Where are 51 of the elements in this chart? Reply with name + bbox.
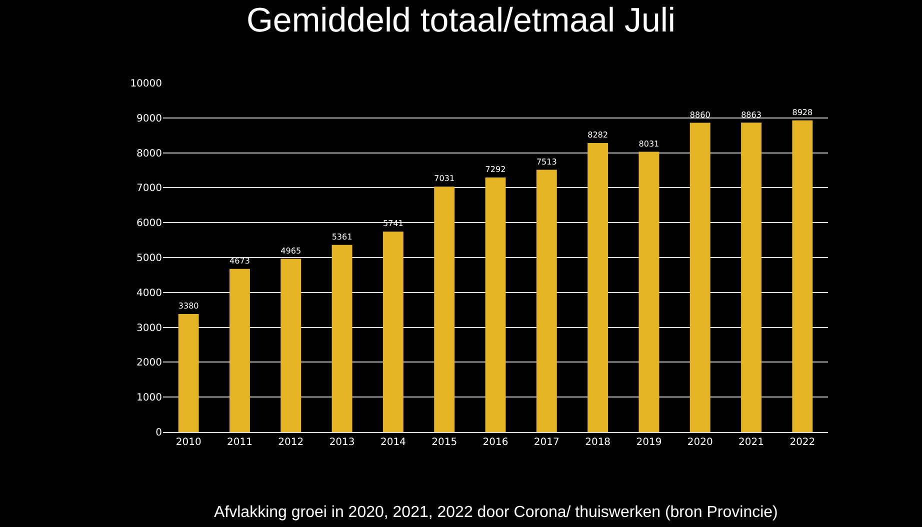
data-label: 5361 (332, 232, 352, 242)
x-tick-label: 2011 (227, 437, 252, 448)
x-tick-label: 2010 (176, 437, 202, 448)
data-label: 8928 (792, 108, 813, 117)
data-label: 8863 (741, 110, 762, 120)
data-label: 4965 (280, 246, 302, 256)
bar (178, 314, 199, 432)
y-tick-label: 10000 (130, 78, 162, 90)
x-tick-label: 2012 (278, 437, 304, 448)
data-label: 7292 (485, 165, 506, 174)
bar (332, 244, 352, 432)
y-tick-label: 6000 (136, 218, 162, 230)
x-tick-label: 2016 (482, 437, 508, 448)
data-label: 4673 (230, 256, 250, 266)
x-tick-label: 2018 (585, 437, 611, 448)
x-tick-label: 2015 (432, 437, 458, 448)
y-tick-label: 3000 (136, 322, 162, 334)
y-tick-label: 8000 (136, 148, 162, 160)
bar (741, 122, 762, 432)
data-label: 7513 (536, 157, 557, 166)
bar (280, 258, 302, 432)
chart-title: Gemiddeld totaal/etmaal Juli (246, 2, 676, 40)
y-tick-label: 2000 (136, 358, 162, 369)
y-tick-label: 0 (156, 428, 162, 438)
data-label: 8860 (690, 110, 710, 120)
x-tick-label: 2017 (534, 437, 560, 448)
y-tick-label: 4000 (136, 288, 162, 299)
x-tick-label: 2022 (790, 437, 816, 448)
y-tick-label: 7000 (136, 183, 162, 194)
data-label: 7031 (434, 174, 455, 184)
data-label: 8282 (588, 130, 608, 140)
bar (485, 178, 506, 432)
y-tick-label: 9000 (136, 113, 162, 124)
x-tick-label: 2014 (380, 437, 406, 448)
bar (536, 170, 557, 432)
bar (638, 152, 660, 432)
data-label: 8031 (638, 139, 660, 148)
text: Afvlakking groei in 2020, 2021, 2022 door Corona/ thuiswerken (bron Provincie) (214, 504, 778, 521)
bar (230, 268, 250, 432)
x-tick-label: 2021 (738, 437, 764, 448)
bar (434, 186, 455, 432)
bar (792, 120, 813, 432)
x-tick-label: 2019 (636, 437, 662, 448)
bar (588, 142, 608, 432)
bar (690, 122, 710, 432)
x-tick-label: 2013 (329, 437, 355, 448)
y-tick-label: 5000 (136, 253, 162, 264)
x-tick-label: 2020 (687, 437, 713, 448)
bar (382, 232, 404, 432)
data-label: 3380 (178, 302, 199, 311)
y-tick-label: 1000 (136, 392, 162, 404)
